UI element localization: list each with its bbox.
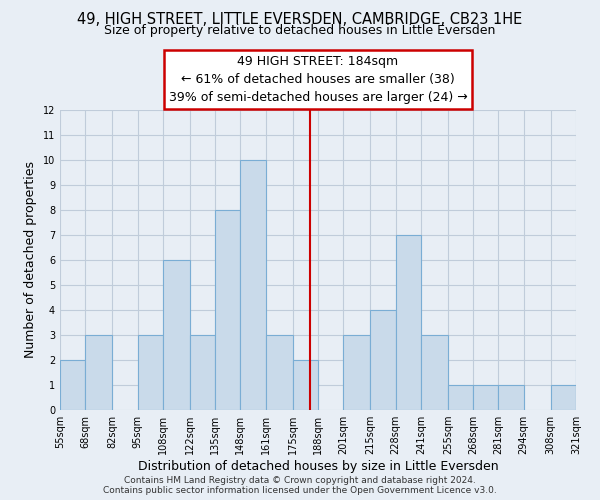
Bar bbox=[473, 385, 499, 410]
Bar bbox=[266, 335, 293, 410]
Bar bbox=[551, 385, 576, 410]
Bar bbox=[370, 310, 395, 410]
Bar bbox=[499, 385, 524, 410]
Text: Contains HM Land Registry data © Crown copyright and database right 2024.
Contai: Contains HM Land Registry data © Crown c… bbox=[103, 476, 497, 495]
Bar bbox=[343, 335, 370, 410]
Text: 49, HIGH STREET, LITTLE EVERSDEN, CAMBRIDGE, CB23 1HE: 49, HIGH STREET, LITTLE EVERSDEN, CAMBRI… bbox=[77, 12, 523, 28]
Bar bbox=[241, 160, 266, 410]
Bar bbox=[293, 360, 318, 410]
Text: Size of property relative to detached houses in Little Eversden: Size of property relative to detached ho… bbox=[104, 24, 496, 37]
Bar bbox=[448, 385, 473, 410]
Bar bbox=[421, 335, 448, 410]
Bar bbox=[215, 210, 241, 410]
X-axis label: Distribution of detached houses by size in Little Eversden: Distribution of detached houses by size … bbox=[137, 460, 499, 473]
Text: 49 HIGH STREET: 184sqm
← 61% of detached houses are smaller (38)
39% of semi-det: 49 HIGH STREET: 184sqm ← 61% of detached… bbox=[169, 55, 467, 104]
Bar bbox=[137, 335, 163, 410]
Bar bbox=[85, 335, 112, 410]
Bar bbox=[576, 360, 600, 410]
Y-axis label: Number of detached properties: Number of detached properties bbox=[24, 162, 37, 358]
Bar bbox=[163, 260, 190, 410]
Bar bbox=[190, 335, 215, 410]
Bar bbox=[395, 235, 421, 410]
Bar bbox=[60, 360, 85, 410]
